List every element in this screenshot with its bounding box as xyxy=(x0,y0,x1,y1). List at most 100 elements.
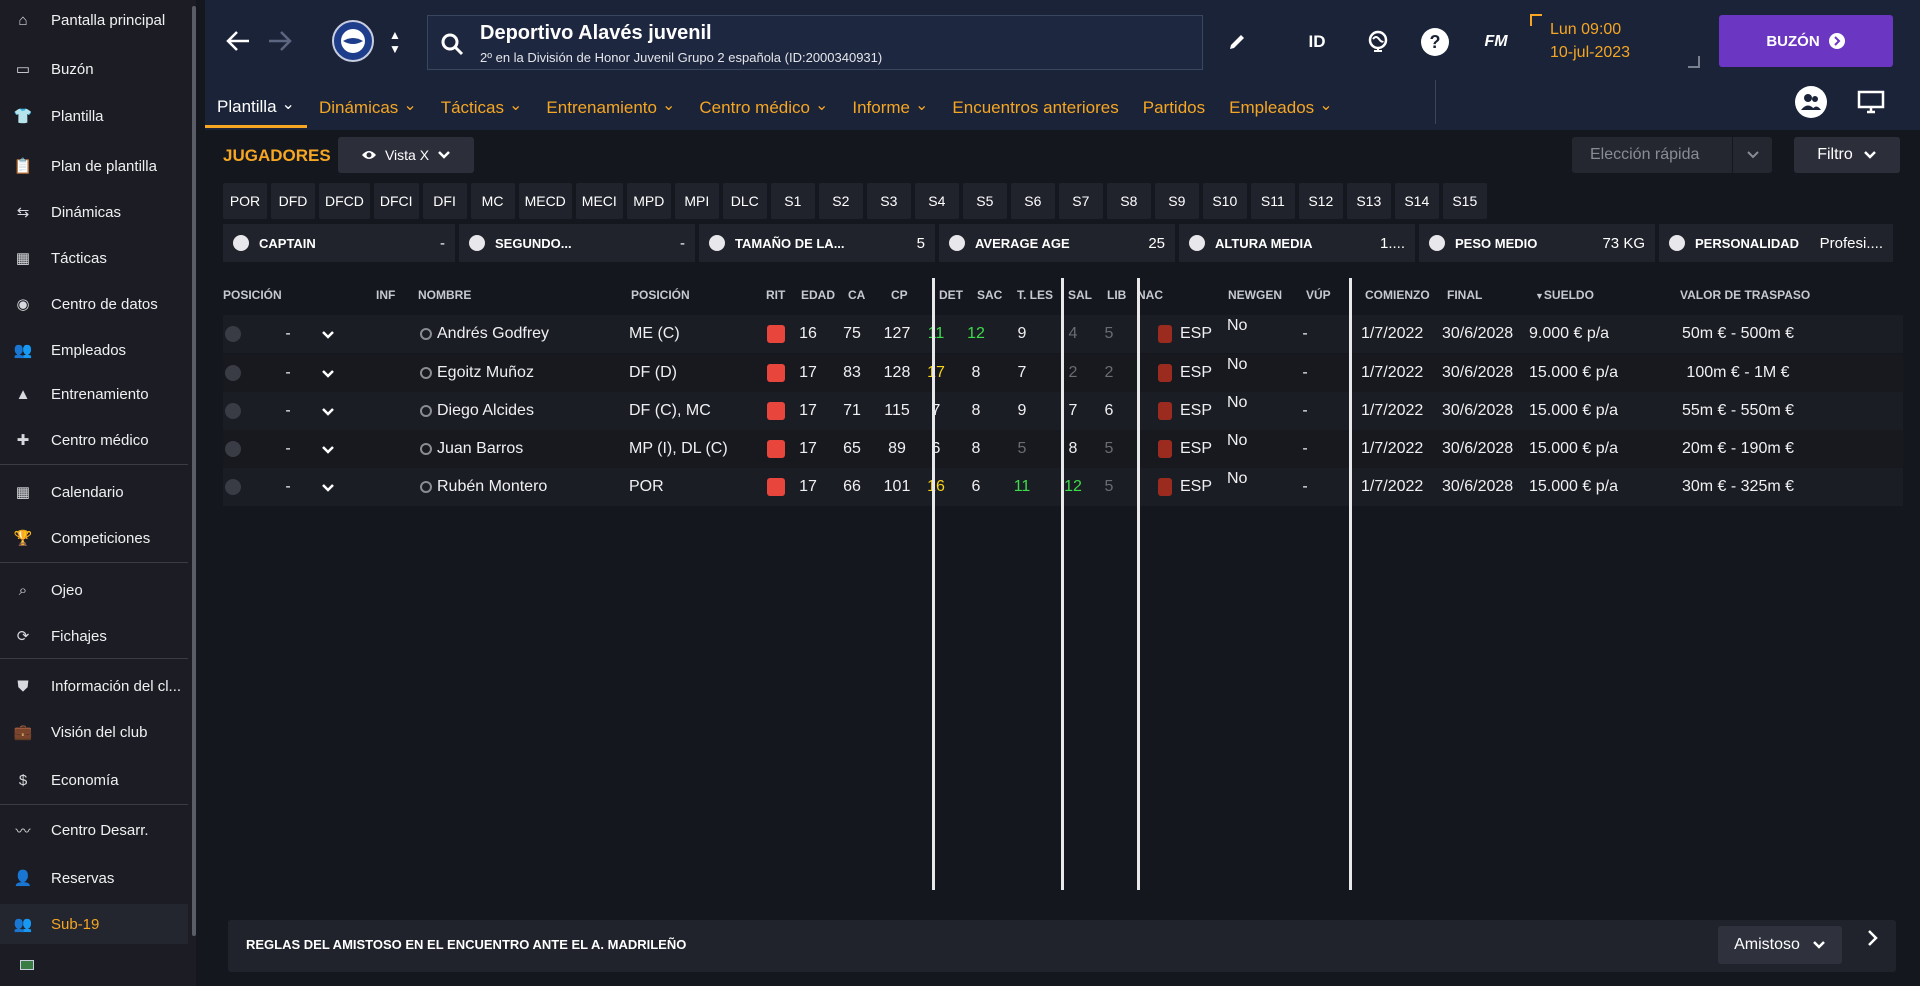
position-filter-s6[interactable]: S6 xyxy=(1010,183,1055,219)
stat-altura-media[interactable]: ALTURA MEDIA 1.... xyxy=(1179,224,1415,262)
position-filter-por[interactable]: POR xyxy=(223,183,267,219)
col-ca[interactable]: CA xyxy=(848,288,866,302)
col-tles[interactable]: T. LES xyxy=(1017,288,1054,302)
col-vup[interactable]: VÚP xyxy=(1306,288,1331,302)
chevron-down-icon[interactable] xyxy=(321,480,335,497)
sidebar-item-calendario[interactable]: ▦ Calendario xyxy=(0,472,188,512)
position-filter-dfi[interactable]: DFI xyxy=(422,183,467,219)
row-select-checkbox[interactable] xyxy=(225,326,241,342)
tab-centro-médico[interactable]: Centro médico ⌄ xyxy=(687,88,840,128)
cell-name[interactable]: Diego Alcides xyxy=(437,402,534,419)
club-crest[interactable] xyxy=(332,20,374,62)
sidebar-item-centro-de-datos[interactable]: ◉ Centro de datos xyxy=(0,284,188,324)
position-filter-dfcd[interactable]: DFCD xyxy=(319,183,370,219)
tab-plantilla[interactable]: Plantilla ⌄ xyxy=(205,88,307,128)
sidebar-item-pantalla-principal[interactable]: ⌂ Pantalla principal xyxy=(0,0,188,40)
position-filter-s5[interactable]: S5 xyxy=(962,183,1007,219)
quick-pick-dropdown[interactable]: Elección rápida xyxy=(1572,137,1772,173)
row-select-checkbox[interactable] xyxy=(225,441,241,457)
position-filter-s1[interactable]: S1 xyxy=(770,183,815,219)
col-sueldo[interactable]: ▼SUELDO xyxy=(1535,288,1594,302)
sidebar-scrollbar[interactable] xyxy=(192,6,196,936)
tab-informe[interactable]: Informe ⌄ xyxy=(840,88,940,128)
stat-peso-medio[interactable]: PESO MEDIO 73 KG xyxy=(1419,224,1655,262)
col-det[interactable]: DET xyxy=(939,288,963,302)
globe-button[interactable] xyxy=(1365,28,1391,54)
position-filter-s13[interactable]: S13 xyxy=(1346,183,1391,219)
position-filter-s3[interactable]: S3 xyxy=(866,183,911,219)
tab-encuentros-anteriores[interactable]: Encuentros anteriores xyxy=(940,88,1130,128)
game-date[interactable]: Lun 09:00 10-jul-2023 xyxy=(1530,14,1700,68)
sidebar-item-información-del-cl-[interactable]: ⛊ Información del cl... xyxy=(0,666,188,706)
tab-partidos[interactable]: Partidos xyxy=(1131,88,1217,128)
col-inf[interactable]: INF xyxy=(376,288,396,302)
sidebar-item-dinámicas[interactable]: ⇆ Dinámicas xyxy=(0,192,188,232)
sidebar-item-plantilla[interactable]: 👕 Plantilla xyxy=(0,96,188,136)
stat-captain[interactable]: CAPTAIN - xyxy=(223,224,455,262)
club-switch-arrows[interactable]: ▲ ▼ xyxy=(385,24,405,60)
col-lib[interactable]: LIB xyxy=(1107,288,1127,302)
sidebar-item-plan-de-plantilla[interactable]: 📋 Plan de plantilla xyxy=(0,146,188,186)
tab-entrenamiento[interactable]: Entrenamiento ⌄ xyxy=(534,88,687,128)
col-newgen[interactable]: NEWGEN xyxy=(1228,288,1282,302)
id-button[interactable]: ID xyxy=(1308,32,1326,51)
stat-average-age[interactable]: AVERAGE AGE 25 xyxy=(939,224,1175,262)
tab-dinámicas[interactable]: Dinámicas ⌄ xyxy=(307,88,429,128)
col-valor[interactable]: VALOR DE TRASPASO xyxy=(1680,288,1811,302)
sidebar-item-competiciones[interactable]: 🏆 Competiciones xyxy=(0,518,188,558)
help-button[interactable]: ? xyxy=(1421,28,1449,56)
position-filter-mecd[interactable]: MECD xyxy=(518,183,572,219)
position-filter-s2[interactable]: S2 xyxy=(818,183,863,219)
col-posicion-sel[interactable]: POSICIÓN xyxy=(223,288,282,302)
tab-tácticas[interactable]: Tácticas ⌄ xyxy=(429,88,535,128)
col-nombre[interactable]: NOMBRE xyxy=(418,288,472,302)
chevron-down-icon[interactable] xyxy=(321,366,335,383)
position-filter-s12[interactable]: S12 xyxy=(1298,183,1343,219)
sidebar-item-economía[interactable]: $ Economía xyxy=(0,760,188,800)
sidebar-item-sub-19[interactable]: 👥 Sub-19 xyxy=(0,904,188,944)
col-edad[interactable]: EDAD xyxy=(801,288,836,302)
row-select-checkbox[interactable] xyxy=(225,365,241,381)
position-filter-mc[interactable]: MC xyxy=(470,183,515,219)
position-filter-s11[interactable]: S11 xyxy=(1250,183,1295,219)
sidebar-item-entrenamiento[interactable]: ▲ Entrenamiento xyxy=(0,374,188,414)
stat-personalidad[interactable]: PERSONALIDAD Profesi.... xyxy=(1659,224,1893,262)
col-final[interactable]: FINAL xyxy=(1447,288,1483,302)
position-filter-s4[interactable]: S4 xyxy=(914,183,959,219)
col-sac[interactable]: SAC xyxy=(977,288,1003,302)
sidebar-item-centro-médico[interactable]: ✚ Centro médico xyxy=(0,420,188,460)
col-sal[interactable]: SAL xyxy=(1068,288,1092,302)
stat-tamaño-de-la-[interactable]: TAMAÑO DE LA... 5 xyxy=(699,224,935,262)
match-type-dropdown[interactable]: Amistoso xyxy=(1718,926,1842,964)
view-selector[interactable]: Vista X xyxy=(338,137,474,173)
cell-name[interactable]: Juan Barros xyxy=(437,440,524,457)
sidebar-item-tácticas[interactable]: ▦ Tácticas xyxy=(0,238,188,278)
col-nac[interactable]: NAC xyxy=(1137,288,1163,302)
position-filter-mpd[interactable]: MPD xyxy=(626,183,671,219)
filter-button[interactable]: Filtro xyxy=(1794,137,1900,173)
table-row[interactable]: - Juan Barros MP (I), DL (C) 17 65 89 6 8 5 8 5 ESP… xyxy=(223,430,1903,468)
col-cp[interactable]: CP xyxy=(891,288,908,302)
row-select-checkbox[interactable] xyxy=(225,479,241,495)
position-filter-s9[interactable]: S9 xyxy=(1154,183,1199,219)
cell-name[interactable]: Andrés Godfrey xyxy=(437,325,550,342)
sidebar-item-visión-del-club[interactable]: 💼 Visión del club xyxy=(0,712,188,752)
position-filter-s10[interactable]: S10 xyxy=(1202,183,1247,219)
sidebar-item-reservas[interactable]: 👤 Reservas xyxy=(0,858,188,898)
position-filter-dlc[interactable]: DLC xyxy=(722,183,767,219)
col-posicion[interactable]: POSICIÓN xyxy=(631,288,690,302)
display-button[interactable] xyxy=(1855,88,1887,116)
sidebar-item-buzón[interactable]: ▭ Buzón xyxy=(0,49,188,89)
fm-button[interactable]: FM xyxy=(1484,33,1508,50)
next-button[interactable] xyxy=(1866,928,1880,954)
edit-button[interactable] xyxy=(1225,30,1249,54)
position-filter-s15[interactable]: S15 xyxy=(1442,183,1487,219)
row-select-checkbox[interactable] xyxy=(225,403,241,419)
sidebar-item-centro-desarr-[interactable]: 〰 Centro Desarr. xyxy=(0,810,188,850)
position-filter-s8[interactable]: S8 xyxy=(1106,183,1151,219)
position-filter-dfci[interactable]: DFCI xyxy=(373,183,419,219)
stat-segundo-[interactable]: SEGUNDO... - xyxy=(459,224,695,262)
chevron-down-icon[interactable] xyxy=(321,327,335,344)
cell-name[interactable]: Rubén Montero xyxy=(437,478,548,495)
col-rit[interactable]: RIT xyxy=(766,288,786,302)
